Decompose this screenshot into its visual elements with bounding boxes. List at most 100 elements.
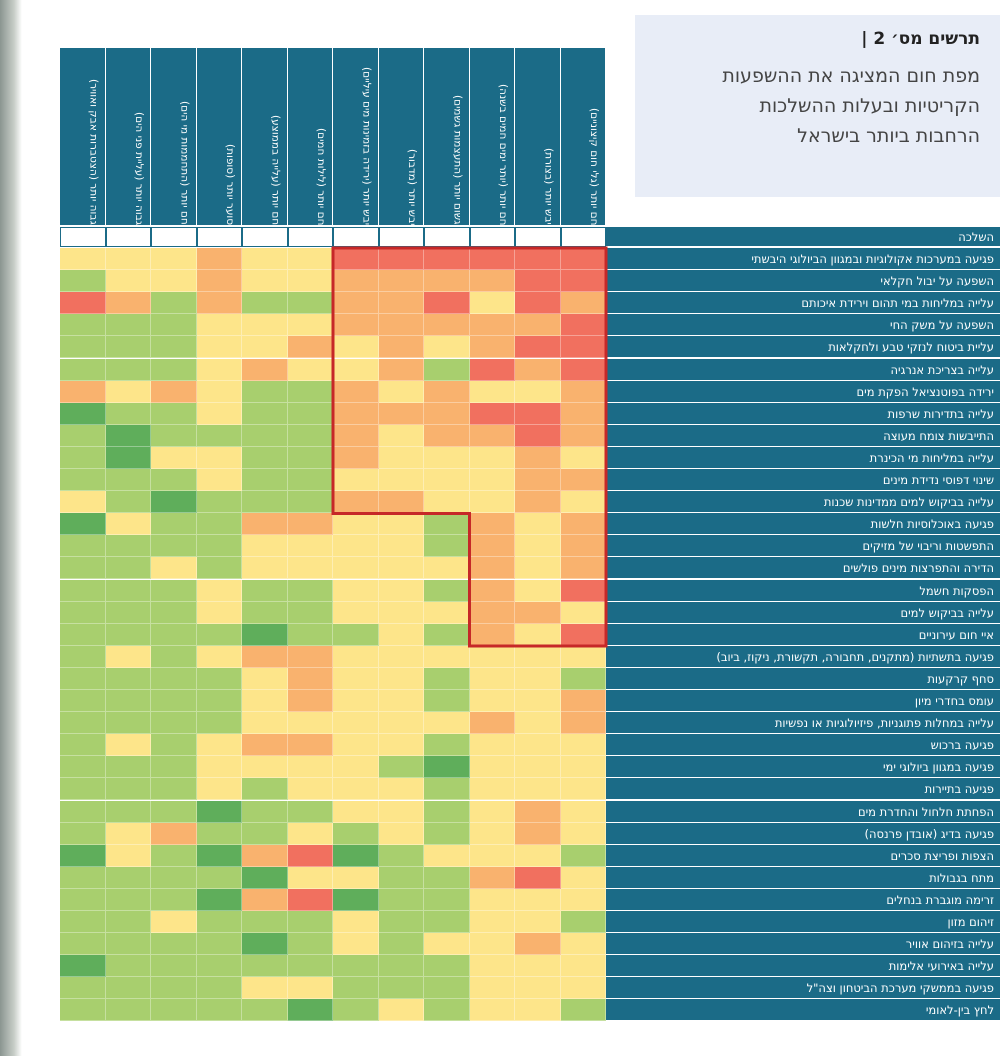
heat-cell	[60, 270, 106, 293]
heat-cell	[196, 358, 242, 381]
row-label: פגיעה ברכוש	[606, 734, 1000, 757]
heat-cell	[469, 977, 515, 1000]
heat-cell	[105, 911, 151, 934]
heat-cell	[151, 866, 197, 889]
heat-cell	[242, 955, 288, 978]
heat-cell	[424, 292, 470, 315]
heat-cell	[378, 667, 424, 690]
heat-cell	[333, 446, 379, 469]
row-label: עלייה בצריכת אנרגיה	[606, 358, 1000, 381]
heat-cell	[151, 380, 197, 403]
heat-cell	[333, 270, 379, 293]
heat-cell	[515, 933, 561, 956]
heat-cell	[469, 270, 515, 293]
heat-cell	[151, 756, 197, 779]
heat-cell	[242, 601, 288, 624]
heat-cell	[424, 690, 470, 713]
heat-cell	[105, 557, 151, 580]
heat-cell	[333, 469, 379, 492]
heat-cell	[469, 513, 515, 536]
heat-cell	[515, 645, 561, 668]
heat-cell	[333, 601, 379, 624]
heat-cell	[105, 402, 151, 425]
heat-cell	[560, 888, 606, 911]
heat-cell	[242, 911, 288, 934]
heat-cell	[60, 314, 106, 337]
heat-cell	[287, 800, 333, 823]
heat-cell	[242, 358, 288, 381]
heat-cell	[424, 712, 470, 735]
heat-cell	[196, 424, 242, 447]
heat-cell	[515, 734, 561, 757]
column-header: חם יותר (עלייה בממוצע)	[242, 48, 288, 225]
heat-cell	[105, 756, 151, 779]
heat-cell	[378, 712, 424, 735]
heat-cell	[469, 800, 515, 823]
heat-cell	[333, 380, 379, 403]
heat-cell	[151, 292, 197, 315]
heat-cell	[287, 579, 333, 602]
heat-cell	[469, 314, 515, 337]
heat-cell	[333, 623, 379, 646]
heat-cell	[424, 734, 470, 757]
heat-cell	[560, 778, 606, 801]
row-label: עלייה באירועי אלימות	[606, 955, 1000, 978]
heat-cell	[515, 248, 561, 271]
heat-cell	[151, 955, 197, 978]
heat-cell	[151, 690, 197, 713]
heat-cell	[333, 314, 379, 337]
heat-cell	[515, 446, 561, 469]
heat-cell	[515, 844, 561, 867]
heat-cell	[242, 292, 288, 315]
heat-cell	[60, 380, 106, 403]
heat-cell	[105, 535, 151, 558]
heat-cell	[424, 933, 470, 956]
heat-cell	[424, 557, 470, 580]
heat-cell	[333, 756, 379, 779]
heat-cell	[151, 977, 197, 1000]
heat-cell	[60, 248, 106, 271]
heat-cell	[196, 977, 242, 1000]
heat-cell	[196, 822, 242, 845]
heat-cell	[196, 336, 242, 359]
heat-cell	[287, 778, 333, 801]
heat-cell	[60, 800, 106, 823]
blank-cell	[515, 227, 561, 247]
heat-cell	[60, 844, 106, 867]
heat-cell	[242, 424, 288, 447]
heat-cell	[242, 535, 288, 558]
heat-cell	[560, 402, 606, 425]
heat-cell	[196, 292, 242, 315]
heat-cell	[560, 955, 606, 978]
heat-cell	[515, 712, 561, 735]
heat-cell	[424, 336, 470, 359]
heat-cell	[60, 999, 106, 1022]
heat-cell	[60, 424, 106, 447]
heat-cell	[469, 866, 515, 889]
title-box: תרשים מס׳ 2 | מפת חום המציגה את ההשפעות ה…	[635, 15, 1000, 197]
heat-cell	[378, 778, 424, 801]
heat-cell	[515, 977, 561, 1000]
heat-cell	[424, 579, 470, 602]
row-label: עליית ביטוח לנזקי טבע ולחקלאות	[606, 336, 1000, 359]
heat-cell	[60, 822, 106, 845]
heat-cell	[469, 778, 515, 801]
heat-cell	[105, 645, 151, 668]
row-label: פגיעה בתשתיות (מתקנים, תחבורה, תקשורת, נ…	[606, 645, 1000, 668]
heat-cell	[151, 999, 197, 1022]
heat-cell	[287, 248, 333, 271]
heat-cell	[378, 579, 424, 602]
heat-cell	[287, 601, 333, 624]
heat-cell	[515, 601, 561, 624]
heat-cell	[151, 446, 197, 469]
heat-cell	[378, 756, 424, 779]
heat-cell	[424, 977, 470, 1000]
blank-cell	[333, 227, 379, 247]
heat-cell	[196, 469, 242, 492]
heat-cell	[333, 690, 379, 713]
row-header: השלכה	[606, 227, 1000, 247]
heat-cell	[151, 888, 197, 911]
heat-cell	[560, 756, 606, 779]
heat-cell	[333, 866, 379, 889]
heat-cell	[378, 557, 424, 580]
